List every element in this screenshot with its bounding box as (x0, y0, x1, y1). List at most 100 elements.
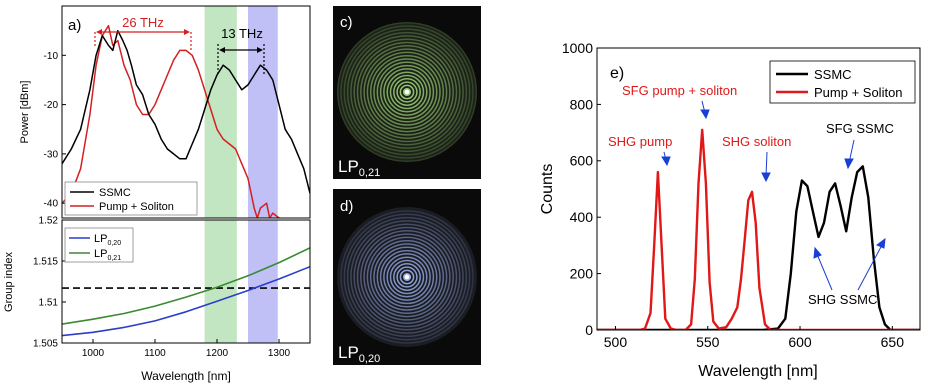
series-b-lp020 (62, 265, 310, 337)
panel-d-label: d) (340, 198, 353, 215)
annotation-26thz: 26 THz (94, 15, 192, 52)
band-a-0 (204, 6, 237, 218)
annotation-shg-pump: SHG pump (608, 134, 672, 149)
panel-b-frame (61, 219, 311, 344)
panel-d-ring (402, 272, 412, 282)
panel-c-ring (356, 41, 458, 143)
tick-e-x: 500 (604, 334, 628, 350)
panel-c-ring (346, 31, 468, 153)
panel-c-ring (389, 74, 425, 110)
panel-c-ring (396, 81, 418, 103)
panel-d-ring (363, 233, 451, 321)
panel-b-legend: LP0,20 LP0,21 (64, 227, 134, 263)
panel-d-ring (369, 239, 445, 315)
tick-e-x: 650 (881, 334, 905, 350)
panel-e-xlabel: Wavelength [nm] (698, 363, 817, 380)
panel-d-ring (383, 253, 431, 301)
panel-c-center (404, 89, 410, 95)
tick-a-y: -20 (44, 100, 59, 111)
tick-b-y: 1.52 (39, 216, 59, 227)
panel-c-ring (386, 71, 428, 113)
tick-e-y: 600 (570, 153, 594, 169)
panel-b-ylabel: Group index (3, 252, 15, 312)
annotation-sfg-pump-soliton: SFG pump + soliton (622, 83, 737, 98)
series-a-pump-soliton (62, 24, 280, 218)
panel-c-ring (402, 87, 412, 97)
panel-d: d) LP0,20 (333, 189, 481, 365)
panel-c-ring (373, 58, 441, 126)
panel-d-ring (399, 269, 415, 285)
panel-a: -10 -20 -30 -40 a) Power [dBm] 26 THz 13 TH… (19, 5, 311, 219)
panel-e: 0 200 400 600 800 1000 500 550 600 650 e) Counts… (539, 40, 921, 380)
tick-b-x: 1200 (206, 348, 229, 359)
series-b-lp021 (62, 247, 310, 325)
tick-b-x: 1300 (268, 348, 291, 359)
panel-e-ylabel: Counts (539, 164, 556, 215)
panel-d-ring (343, 213, 471, 341)
tick-e-y: 1000 (562, 40, 593, 56)
panel-d-ring (356, 226, 458, 328)
panel-c-ring (336, 21, 478, 163)
annotation-shg-ssmc: SHG SSMC (808, 292, 877, 307)
panel-c-ring (383, 68, 431, 116)
panel-a-ylabel: Power [dBm] (19, 81, 31, 144)
panel-c-ring (393, 78, 421, 106)
annotation-shg-soliton: SHG soliton (722, 134, 791, 149)
tick-b-x: 1100 (144, 348, 166, 359)
panel-d-ring (389, 259, 425, 295)
panel-d-ring (353, 223, 461, 331)
panel-c-ring (369, 54, 445, 130)
legend-a-ssmc: SSMC (99, 187, 131, 199)
panel-e-frame (596, 47, 921, 331)
legend-a-pump: Pump + Soliton (99, 201, 174, 213)
panel-c-ring (399, 84, 415, 100)
annotation-arrows (661, 100, 886, 291)
annotation-13thz: 13 THz (217, 26, 265, 74)
panel-a-label: a) (68, 17, 81, 34)
tick-e-y: 200 (570, 266, 594, 282)
panel-c-ring (363, 48, 451, 136)
panel-d-mode-label: LP0,20 (338, 343, 380, 365)
legend-e-ssmc: SSMC (814, 67, 852, 82)
annotation-13thz-text: 13 THz (221, 26, 263, 41)
panel-d-ring (373, 243, 441, 311)
panel-c-ring (379, 64, 435, 120)
panel-e-label: e) (610, 65, 624, 82)
panel-d-ring (393, 263, 421, 291)
tick-e-y: 800 (570, 96, 594, 112)
panel-a-frame (61, 5, 311, 219)
panel-c-ring (343, 28, 471, 156)
panel-a-legend: SSMC Pump + Soliton (64, 181, 198, 216)
tick-e-x: 600 (788, 334, 812, 350)
tick-e-x: 550 (696, 334, 720, 350)
panel-e-legend: SSMC Pump + Soliton (769, 60, 916, 104)
annotation-sfg-ssmc: SFG SSMC (826, 121, 894, 136)
panel-c: c) LP0,21 (333, 6, 481, 179)
legend-b-lp021: LP0,21 (94, 248, 121, 262)
tick-e-y: 0 (585, 322, 593, 338)
panel-d-ring (386, 256, 428, 298)
panel-d-ring (340, 210, 474, 344)
annotation-26thz-text: 26 THz (122, 15, 164, 30)
legend-e-pump: Pump + Soliton (814, 85, 903, 100)
panel-d-ring (396, 266, 418, 288)
panel-d-ring (379, 249, 435, 305)
band-a-1 (248, 6, 278, 218)
panel-c-mode-label: LP0,21 (338, 157, 380, 179)
panel-d-ring (360, 230, 454, 324)
tick-a-y: -10 (44, 51, 59, 62)
panel-d-center (404, 274, 410, 280)
tick-b-x: 1000 (82, 348, 105, 359)
tick-a-y: -30 (44, 149, 59, 160)
panel-b-xlabel: Wavelength [nm] (141, 369, 231, 383)
panel-c-ring (340, 25, 474, 159)
panel-c-label: c) (340, 14, 353, 31)
panel-d-ring (346, 216, 468, 338)
panel-d-ring (350, 220, 464, 334)
panel-d-ring (366, 236, 448, 318)
tick-b-y: 1.515 (33, 257, 58, 268)
panel-c-ring (376, 61, 438, 123)
panel-c-ring (366, 51, 448, 133)
